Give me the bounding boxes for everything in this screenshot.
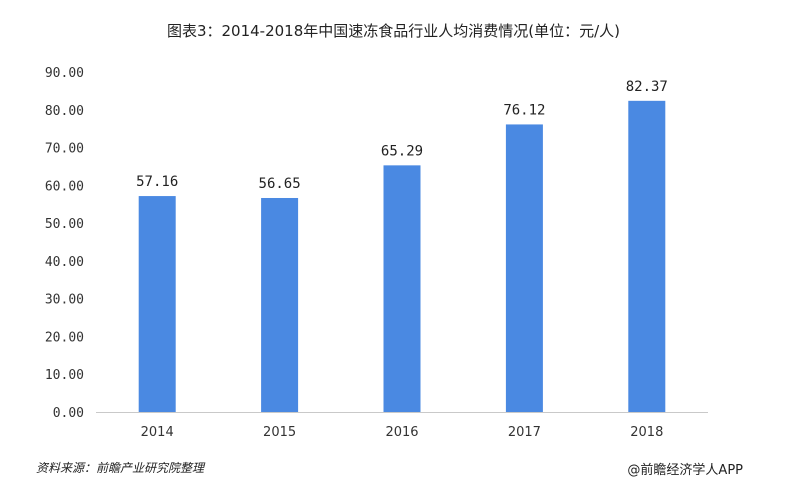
y-tick-label: 0.00 — [53, 406, 84, 421]
bar-2014 — [138, 196, 176, 412]
y-tick-label: 80.00 — [45, 104, 84, 119]
x-tick-label: 2018 — [630, 425, 663, 440]
bar-2018 — [628, 100, 666, 412]
y-tick-label: 90.00 — [45, 66, 84, 81]
data-label: 82.37 — [626, 79, 668, 95]
chart-title: 图表3：2014-2018年中国速冻食品行业人均消费情况(单位：元/人) — [166, 22, 621, 40]
y-tick-label: 40.00 — [45, 255, 84, 270]
y-axis: 0.00 10.00 20.00 30.00 40.00 50.00 60.00 70.00 8… — [45, 66, 84, 421]
x-tick-label: 2017 — [508, 425, 541, 440]
y-tick-label: 10.00 — [45, 368, 84, 383]
bar-2015 — [261, 197, 299, 412]
y-tick-label: 30.00 — [45, 293, 84, 308]
bar-series — [138, 100, 666, 413]
data-label: 65.29 — [381, 143, 423, 159]
data-label: 76.12 — [503, 102, 545, 118]
x-tick-label: 2016 — [385, 425, 418, 440]
x-axis: 2014 2015 2016 2017 2018 — [141, 425, 664, 440]
y-tick-label: 70.00 — [45, 142, 84, 157]
data-label: 56.65 — [259, 176, 301, 192]
x-tick-label: 2014 — [141, 425, 174, 440]
y-tick-label: 60.00 — [45, 179, 84, 194]
y-tick-label: 20.00 — [45, 330, 84, 345]
brand-credit: @前瞻经济学人APP — [627, 463, 743, 478]
bar-2017 — [505, 124, 543, 413]
data-labels: 57.16 56.65 65.29 76.12 82.37 — [136, 79, 668, 192]
source-note: 资料来源：前瞻产业研究院整理 — [36, 461, 205, 475]
y-tick-label: 50.00 — [45, 217, 84, 232]
bar-2016 — [383, 165, 421, 412]
data-label: 57.16 — [136, 174, 178, 190]
x-tick-label: 2015 — [263, 425, 296, 440]
